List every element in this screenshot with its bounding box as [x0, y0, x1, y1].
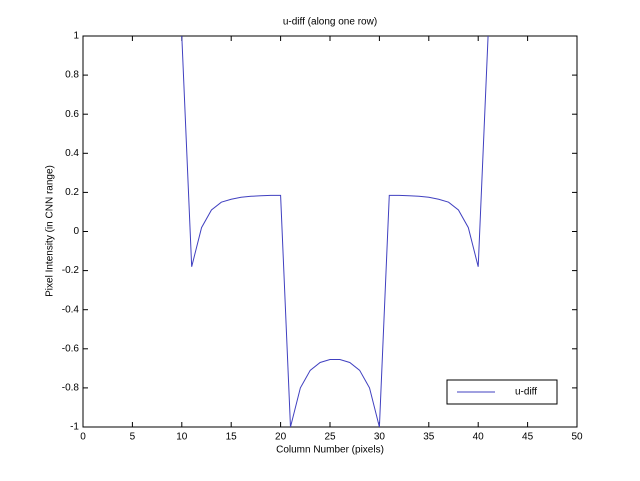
y-tick-label: -0.2: [62, 265, 80, 276]
y-tick-label: 0.4: [65, 148, 79, 159]
x-tick-label: 15: [226, 432, 238, 443]
data-line: [181, 36, 489, 427]
x-tick-label: 10: [176, 432, 188, 443]
x-tick-label: 25: [324, 432, 336, 443]
x-tick-label: 0: [80, 432, 86, 443]
chart-title: u-diff (along one row): [283, 17, 377, 28]
x-tick-label: 30: [374, 432, 386, 443]
y-tick-label: -0.8: [62, 383, 80, 394]
y-axis-label: Pixel Intensity (in CNN range): [45, 165, 56, 297]
y-tick-label: -1: [70, 422, 79, 433]
x-tick-label: 50: [571, 432, 583, 443]
x-tick-label: 20: [275, 432, 287, 443]
y-tick-label: 0.6: [65, 109, 79, 120]
y-tick-label: -0.4: [62, 304, 80, 315]
plot-area: [82, 35, 578, 428]
y-tick-label: 1: [73, 31, 79, 42]
x-tick-label: 5: [130, 432, 136, 443]
x-tick-label: 40: [473, 432, 485, 443]
y-tick-label: 0.8: [65, 70, 79, 81]
legend-label: u-diff: [515, 387, 537, 398]
y-tick-label: -0.6: [62, 343, 80, 354]
y-tick-label: 0: [73, 226, 79, 237]
x-tick-label: 35: [423, 432, 435, 443]
x-axis-label: Column Number (pixels): [276, 445, 384, 456]
y-tick-label: 0.2: [65, 187, 79, 198]
x-tick-label: 45: [522, 432, 534, 443]
